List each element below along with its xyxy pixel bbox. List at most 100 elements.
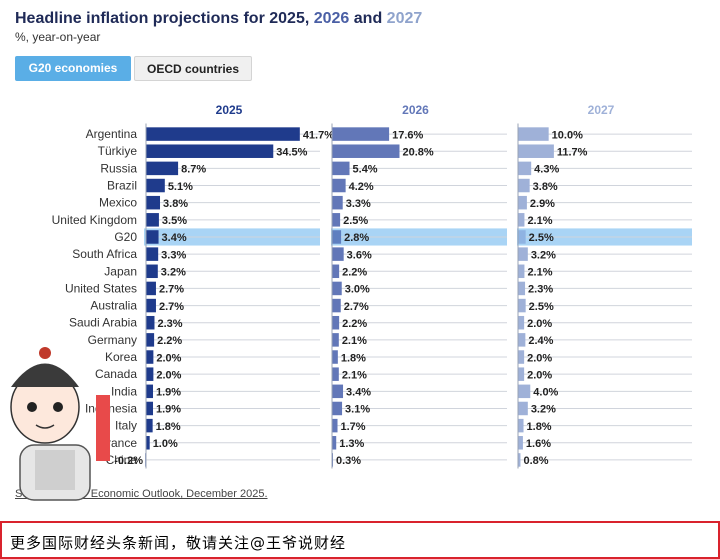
bar-2027-Japan: [518, 264, 525, 279]
value-label-2025: 2.2%: [157, 335, 182, 347]
tab-oecd-countries[interactable]: OECD countries: [134, 56, 252, 81]
bar-2025-Brazil: [146, 178, 165, 193]
promo-banner: 更多国际财经头条新闻，敬请关注@王爷说财经: [0, 521, 720, 559]
value-label-2026: 3.6%: [347, 249, 372, 261]
bar-2026-Russia: [332, 161, 350, 176]
bar-2027-Brazil: [518, 178, 530, 193]
value-label-2026: 2.2%: [342, 267, 367, 279]
category-label: China: [106, 453, 138, 467]
series-header-2026: 2026: [402, 103, 429, 117]
value-label-2025: 2.0%: [156, 352, 181, 364]
title-year-2026: 2026: [313, 10, 350, 27]
bar-2026-Italy: [332, 418, 338, 433]
value-label-2026: 2.8%: [344, 232, 369, 244]
category-label: India: [111, 384, 137, 398]
value-label-2025: 1.9%: [156, 387, 181, 399]
value-label-2025: 2.3%: [157, 318, 182, 330]
mascot-figure: [10, 347, 110, 501]
bar-2027-United States: [518, 281, 526, 296]
value-label-2025: 2.7%: [159, 284, 184, 296]
bar-2027-Canada: [518, 367, 525, 381]
category-label: Japan: [104, 264, 137, 278]
title-prefix: Headline inflation projections for 2025,: [15, 10, 314, 27]
category-label: Australia: [90, 299, 137, 313]
value-label-2026: 2.1%: [342, 369, 367, 381]
bar-2025-South Africa: [146, 247, 159, 261]
bar-2027-India: [518, 384, 531, 399]
bar-2025-Indonesia: [146, 401, 154, 416]
value-label-2026: 3.4%: [346, 387, 371, 399]
value-label-2027: 2.9%: [530, 198, 555, 210]
bar-2027-Türkiye: [518, 144, 554, 158]
bar-2025-Argentina: [146, 127, 300, 141]
value-label-2026: 17.6%: [392, 129, 423, 141]
value-label-2025: 1.8%: [156, 421, 181, 433]
category-label: Canada: [95, 367, 137, 381]
value-label-2027: 2.0%: [527, 369, 552, 381]
value-label-2027: 3.2%: [531, 249, 556, 261]
value-label-2025: 1.9%: [156, 404, 181, 416]
bar-2026-Brazil: [332, 178, 346, 193]
title-and: and: [349, 10, 387, 27]
value-label-2027: 11.7%: [557, 146, 588, 158]
bar-2027-Italy: [518, 418, 524, 433]
value-label-2025: -0.2%: [114, 455, 143, 467]
bar-2025-India: [146, 384, 154, 399]
value-label-2025: 8.7%: [181, 164, 206, 176]
bar-2027-France: [518, 436, 523, 450]
bar-2027-Saudi Arabia: [518, 315, 525, 330]
bar-2027-Germany: [518, 333, 526, 347]
value-label-2026: 3.3%: [346, 198, 371, 210]
bar-2025-Italy: [146, 418, 153, 433]
value-label-2025: 2.7%: [159, 301, 184, 313]
bar-2025-Korea: [146, 350, 154, 364]
bar-2027-Argentina: [518, 127, 549, 141]
bar-2027-Indonesia: [518, 401, 528, 416]
bar-2026-Argentina: [332, 127, 390, 141]
bar-2026-Canada: [332, 367, 339, 381]
category-label: Türkiye: [98, 144, 138, 158]
value-label-2027: 2.1%: [527, 267, 552, 279]
value-label-2027: 0.8%: [523, 455, 548, 467]
bar-2026-Türkiye: [332, 144, 400, 158]
value-label-2026: 1.7%: [341, 421, 366, 433]
title-year-2027: 2027: [386, 10, 423, 27]
bar-2025-Canada: [146, 367, 154, 381]
tab-g20-economies[interactable]: G20 economies: [15, 56, 131, 81]
value-label-2027: 2.5%: [529, 301, 554, 313]
value-label-2026: 0.3%: [336, 455, 361, 467]
bar-2027-United Kingdom: [518, 213, 525, 227]
category-label: Mexico: [99, 196, 137, 210]
bar-2026-G20: [332, 230, 342, 244]
value-label-2025: 2.0%: [156, 369, 181, 381]
bar-2026-South Africa: [332, 247, 344, 261]
bar-2026-Mexico: [332, 195, 343, 210]
value-label-2027: 2.1%: [527, 215, 552, 227]
chart-title: Headline inflation projections for 2025,…: [15, 10, 422, 28]
value-label-2025: 1.0%: [153, 438, 178, 450]
category-label: G20: [114, 230, 137, 244]
bar-2027-Korea: [518, 350, 525, 364]
category-label: United Kingdom: [52, 213, 137, 227]
bar-2025-Russia: [146, 161, 179, 176]
category-label: Korea: [105, 350, 137, 364]
value-label-2027: 3.2%: [531, 404, 556, 416]
category-label: Germany: [88, 333, 137, 347]
value-label-2025: 41.7%: [303, 129, 334, 141]
inflation-bar-chart: Argentina Türkiye Russia Brazil Mexico United…: [52, 103, 692, 469]
value-label-2027: 2.5%: [529, 232, 554, 244]
category-label: Russia: [100, 161, 137, 175]
bar-2025-Australia: [146, 298, 156, 313]
value-label-2025: 3.5%: [162, 215, 187, 227]
category-label: Saudi Arabia: [69, 316, 137, 330]
value-label-2026: 4.2%: [349, 181, 374, 193]
bar-2026-Japan: [332, 264, 340, 279]
value-label-2025: 3.3%: [161, 249, 186, 261]
bar-2025-France: [146, 436, 150, 450]
value-label-2025: 34.5%: [276, 146, 307, 158]
category-label: Brazil: [107, 179, 137, 193]
category-label: South Africa: [72, 247, 137, 261]
value-label-2025: 3.4%: [162, 232, 187, 244]
value-label-2025: 5.1%: [168, 181, 193, 193]
value-label-2026: 5.4%: [353, 164, 378, 176]
